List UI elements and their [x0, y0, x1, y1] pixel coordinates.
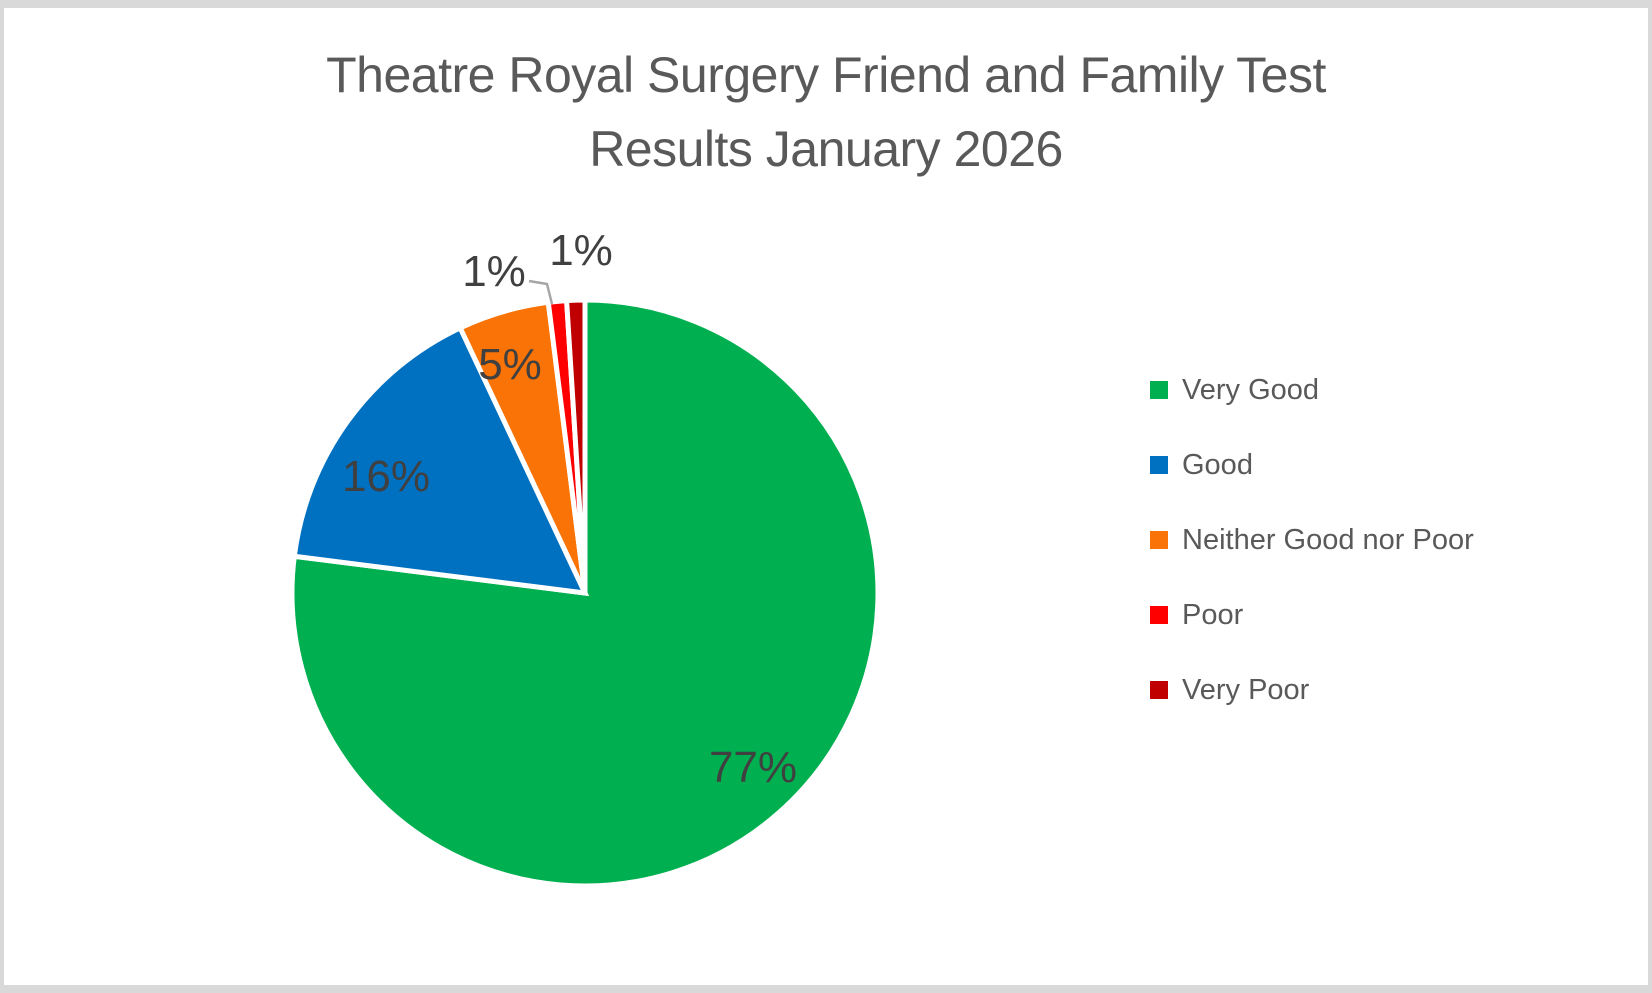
- data-label-good: 16%: [341, 452, 431, 501]
- legend-label-very-good: Very Good: [1182, 373, 1320, 406]
- legend-label-neither-good-nor-poor: Neither Good nor Poor: [1182, 523, 1474, 556]
- pie-slice-very-poor: [563, 297, 588, 594]
- legend-swatch-good: [1150, 456, 1168, 474]
- data-label-poor: 1%: [462, 247, 526, 296]
- pie-slices: [289, 297, 881, 889]
- legend-item-poor: Poor: [1150, 598, 1474, 631]
- legend-item-very-poor: Very Poor: [1150, 673, 1474, 706]
- chart-title-line-1: Theatre Royal Surgery Friend and Family …: [326, 47, 1326, 103]
- data-label-very-good: 77%: [708, 743, 798, 792]
- chart-legend: Very Good Good Neither Good nor Poor Poo…: [1150, 373, 1474, 750]
- legend-label-very-poor: Very Poor: [1182, 673, 1310, 706]
- legend-swatch-poor: [1150, 606, 1168, 624]
- legend-item-very-good: Very Good: [1150, 373, 1474, 406]
- poor-label-leader-line: [528, 279, 554, 305]
- data-label-neither-good-nor-poor: 5%: [478, 340, 542, 389]
- chart-title: Theatre Royal Surgery Friend and Family …: [0, 38, 1652, 186]
- legend-item-neither-good-nor-poor: Neither Good nor Poor: [1150, 523, 1474, 556]
- legend-label-good: Good: [1182, 448, 1253, 481]
- legend-label-poor: Poor: [1182, 598, 1244, 631]
- pie-slice-good: [291, 324, 590, 597]
- legend-item-good: Good: [1150, 448, 1474, 481]
- legend-swatch-very-good: [1150, 381, 1168, 399]
- legend-swatch-very-poor: [1150, 681, 1168, 699]
- data-label-very-poor: 1%: [549, 226, 613, 275]
- chart-title-line-2: Results January 2026: [589, 121, 1063, 177]
- legend-swatch-neither-good-nor-poor: [1150, 531, 1168, 549]
